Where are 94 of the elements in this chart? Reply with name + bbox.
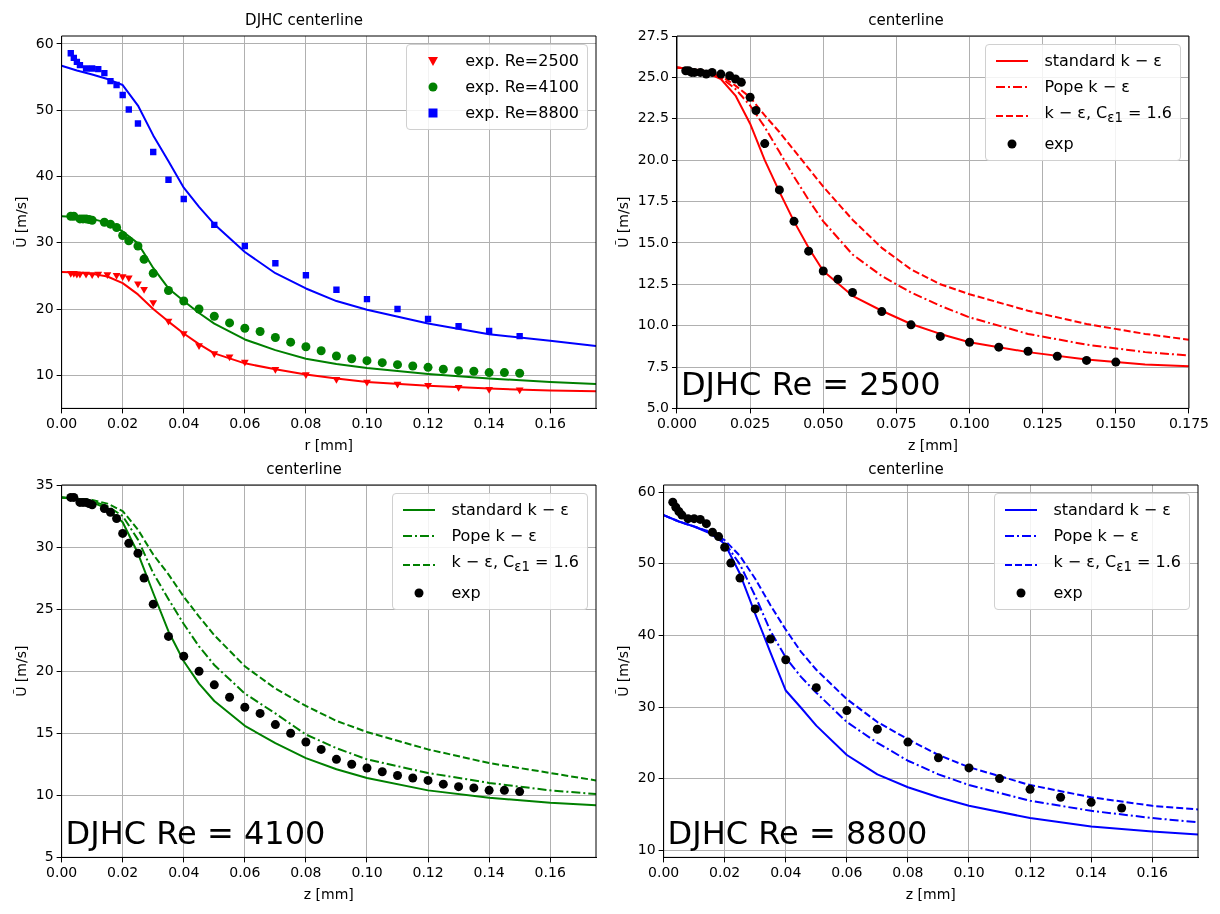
- legend-label: exp. Re=4100: [465, 76, 579, 98]
- x-tick-label: 0.08: [290, 864, 322, 881]
- chart-title: centerline: [266, 459, 342, 478]
- x-tick-label: 0.16: [534, 415, 566, 432]
- x-tick-label: 0.06: [831, 864, 863, 881]
- y-tick-label: 10: [637, 840, 656, 857]
- y-tick-label: 10.0: [637, 316, 669, 333]
- y-axis-title: Ũ [m/s]: [13, 196, 30, 248]
- y-tick-label: 35: [35, 475, 54, 492]
- legend-label: exp: [1053, 582, 1083, 605]
- x-tick-label: 0.02: [107, 864, 139, 881]
- x-tick-label: 0.10: [351, 864, 383, 881]
- x-tick-label: 0.175: [1168, 415, 1210, 432]
- x-tick-label: 0.06: [229, 415, 261, 432]
- legend-label: Pope k − ε: [1053, 525, 1139, 547]
- y-tick-label: 22.5: [637, 109, 669, 126]
- x-tick-label: 0.16: [534, 864, 566, 881]
- x-tick-label: 0.050: [803, 415, 844, 432]
- y-tick-label: 5.0: [646, 399, 669, 416]
- x-tick-label: 0.12: [412, 864, 444, 881]
- x-axis-title: z [mm]: [907, 437, 958, 454]
- y-tick-label: 40: [637, 626, 656, 643]
- legend-label: k − ε, C$_{ε1}$ = 1.6: [1053, 551, 1181, 577]
- x-tick-label: 0.02: [107, 415, 139, 432]
- chart-title: centerline: [868, 459, 944, 478]
- y-tick-label: 15: [35, 723, 54, 740]
- legend-label: exp. Re=8800: [465, 102, 579, 124]
- x-tick-label: 0.00: [46, 864, 78, 881]
- legend-label: standard k − ε: [451, 499, 569, 521]
- legend-label: k − ε, C$_{ε1}$ = 1.6: [451, 551, 579, 577]
- y-axis-title: Ũ [m/s]: [13, 645, 30, 697]
- y-tick-label: 60: [35, 34, 54, 51]
- x-tick-label: 0.16: [1136, 864, 1168, 881]
- x-axis-title: z [mm]: [303, 886, 354, 903]
- x-tick-label: 0.150: [1095, 415, 1136, 432]
- y-tick-label: 40: [35, 167, 54, 184]
- x-tick-label: 0.08: [892, 864, 924, 881]
- x-tick-label: 0.10: [953, 864, 985, 881]
- x-tick-label: 0.06: [229, 864, 261, 881]
- x-tick-label: 0.12: [412, 415, 444, 432]
- x-tick-label: 0.000: [656, 415, 698, 432]
- legend-label: exp: [451, 582, 481, 605]
- legend-label: standard k − ε: [1053, 499, 1171, 521]
- x-tick-label: 0.14: [473, 864, 505, 881]
- y-tick-label: 7.5: [646, 357, 669, 374]
- y-tick-label: 25: [35, 599, 54, 616]
- y-tick-label: 10: [35, 365, 54, 382]
- annotation: DJHC Re = 4100: [65, 813, 326, 854]
- x-tick-label: 0.04: [168, 415, 200, 432]
- y-tick-label: 50: [637, 554, 656, 571]
- y-tick-label: 30: [35, 233, 54, 250]
- y-tick-label: 12.5: [637, 274, 669, 291]
- x-tick-label: 0.04: [770, 864, 802, 881]
- x-tick-label: 0.10: [351, 415, 383, 432]
- y-tick-label: 20.0: [637, 150, 669, 167]
- y-tick-label: 20: [35, 661, 54, 678]
- y-axis-title: Ũ [m/s]: [615, 645, 632, 697]
- y-tick-label: 5: [44, 848, 54, 865]
- x-axis-title: z [mm]: [905, 886, 956, 903]
- annotation: DJHC Re = 2500: [680, 364, 941, 405]
- x-tick-label: 0.00: [46, 415, 78, 432]
- legend-label: exp: [1044, 133, 1074, 156]
- y-axis-title: Ũ [m/s]: [615, 196, 632, 248]
- chart-title: centerline: [868, 10, 944, 29]
- y-tick-label: 60: [637, 482, 656, 499]
- x-tick-label: 0.075: [876, 415, 917, 432]
- legend-label: exp. Re=2500: [465, 50, 579, 72]
- y-tick-label: 30: [637, 697, 656, 714]
- legend-label: standard k − ε: [1044, 50, 1162, 72]
- y-tick-label: 25.0: [637, 68, 669, 85]
- x-tick-label: 0.00: [648, 864, 680, 881]
- legend-label: Pope k − ε: [1044, 76, 1130, 98]
- x-tick-label: 0.14: [473, 415, 505, 432]
- y-tick-label: 20: [637, 769, 656, 786]
- y-tick-label: 17.5: [637, 192, 669, 209]
- y-tick-label: 50: [35, 100, 54, 117]
- chart-title: DJHC centerline: [245, 10, 363, 29]
- y-tick-label: 15.0: [637, 233, 669, 250]
- x-tick-label: 0.08: [290, 415, 322, 432]
- x-tick-label: 0.025: [730, 415, 771, 432]
- x-tick-label: 0.14: [1075, 864, 1107, 881]
- legend-label: Pope k − ε: [451, 525, 537, 547]
- x-tick-label: 0.12: [1014, 864, 1046, 881]
- x-axis-title: r [mm]: [304, 437, 354, 454]
- x-tick-label: 0.100: [949, 415, 990, 432]
- y-tick-label: 27.5: [637, 26, 669, 43]
- annotation: DJHC Re = 8800: [667, 813, 928, 854]
- y-tick-label: 30: [35, 537, 54, 554]
- x-tick-label: 0.02: [709, 864, 741, 881]
- y-tick-label: 10: [35, 785, 54, 802]
- y-tick-label: 20: [35, 299, 54, 316]
- x-tick-label: 0.04: [168, 864, 200, 881]
- x-tick-label: 0.125: [1022, 415, 1063, 432]
- legend-label: k − ε, C$_{ε1}$ = 1.6: [1044, 102, 1172, 128]
